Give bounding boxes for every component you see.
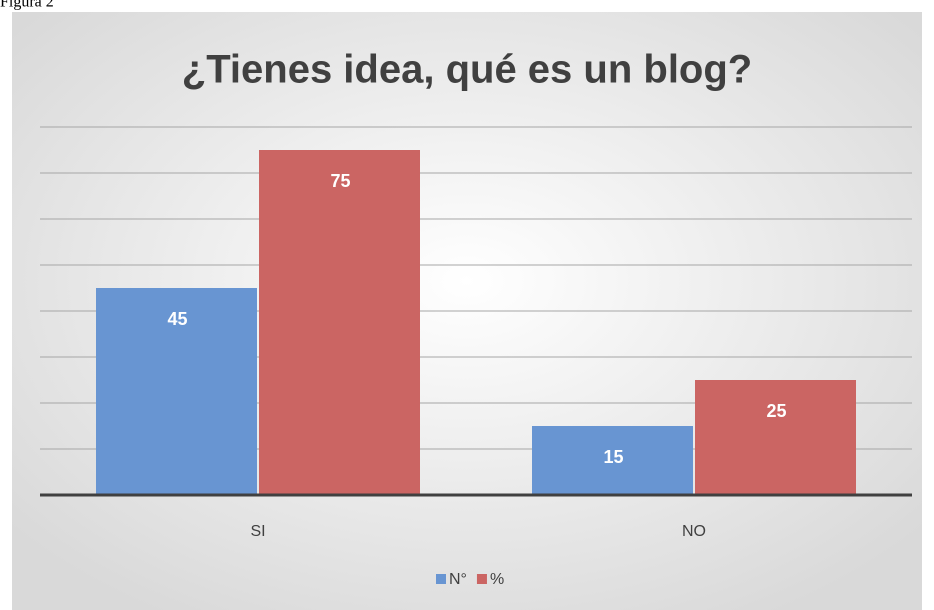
bar [695,380,856,495]
bar [259,150,420,495]
x-tick-label: SI [250,523,265,540]
caption: Figura 2 [0,0,54,11]
chart-title: ¿Tienes idea, qué es un blog? [182,48,752,92]
data-label: 45 [167,309,187,329]
legend-label: % [490,571,504,588]
data-label: 75 [330,171,350,191]
bar [532,426,693,495]
legend-swatch [476,574,487,584]
data-label: 25 [766,401,786,421]
data-label: 15 [603,447,623,467]
legend-label: N° [449,571,467,588]
bar [96,288,257,495]
x-tick-label: NO [682,523,706,540]
legend-swatch [436,574,446,584]
